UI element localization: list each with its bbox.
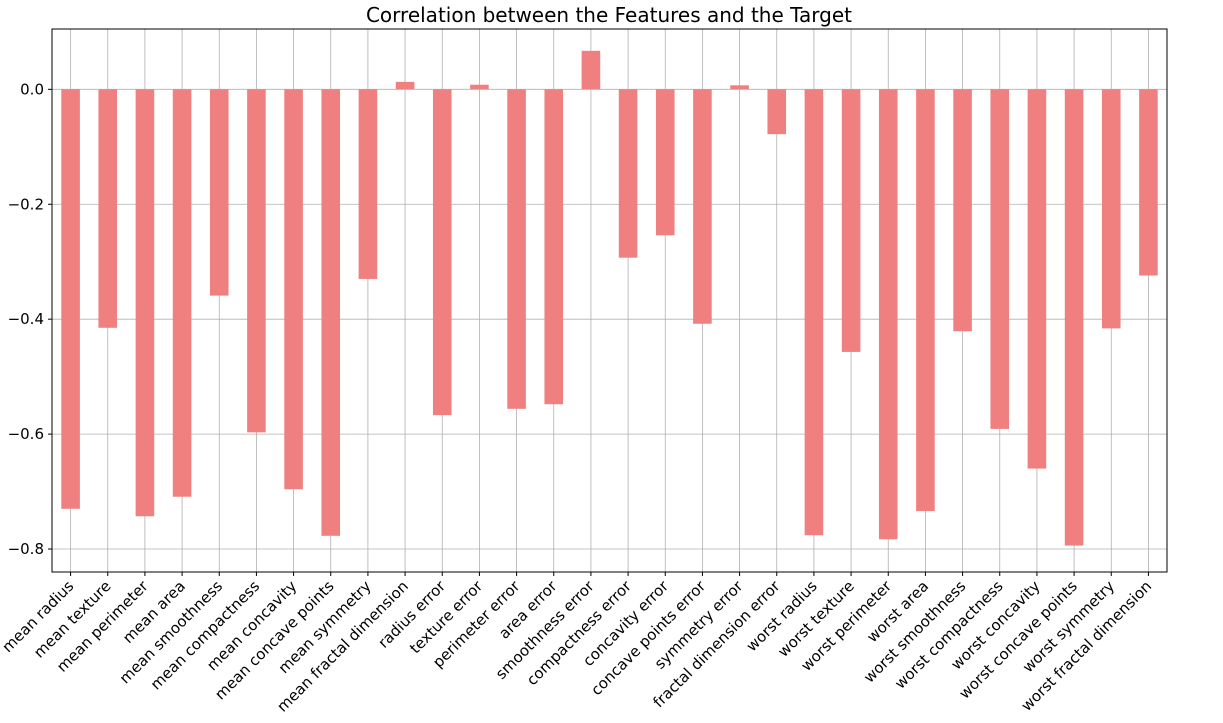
bar (98, 89, 118, 328)
bar (804, 89, 824, 536)
bar (358, 89, 378, 279)
bar (841, 89, 861, 352)
bar (432, 89, 452, 416)
bar (1101, 89, 1121, 329)
bar (61, 89, 80, 509)
bar (395, 81, 415, 90)
bar (767, 89, 787, 135)
y-tick-label: −0.2 (8, 195, 44, 213)
bar (470, 84, 489, 90)
y-tick-label: −0.6 (8, 425, 44, 443)
bar (247, 89, 266, 433)
y-tick-label: −0.8 (8, 540, 44, 558)
bar (1064, 89, 1084, 546)
bar (172, 89, 192, 497)
bar (209, 89, 229, 296)
bar (655, 89, 675, 236)
y-tick-label: 0.0 (20, 80, 44, 98)
bar (730, 85, 749, 90)
y-axis: 0.0 −0.2 −0.4 −0.6 −0.8 (8, 80, 52, 558)
bar (1027, 89, 1047, 469)
bar (284, 89, 303, 490)
bar (693, 89, 712, 324)
bar (135, 89, 155, 517)
chart-title: Correlation between the Features and the… (366, 3, 852, 27)
bars (61, 50, 1158, 546)
bar (321, 89, 341, 536)
bar (544, 89, 564, 405)
bar (1139, 89, 1158, 276)
bar (990, 89, 1010, 429)
bar (581, 50, 601, 90)
plot-frame (51, 28, 1168, 573)
bar (878, 89, 898, 540)
bar (618, 89, 638, 258)
bar (916, 89, 935, 512)
y-tick-label: −0.4 (8, 310, 44, 328)
bar (953, 89, 972, 332)
bar (507, 89, 526, 409)
